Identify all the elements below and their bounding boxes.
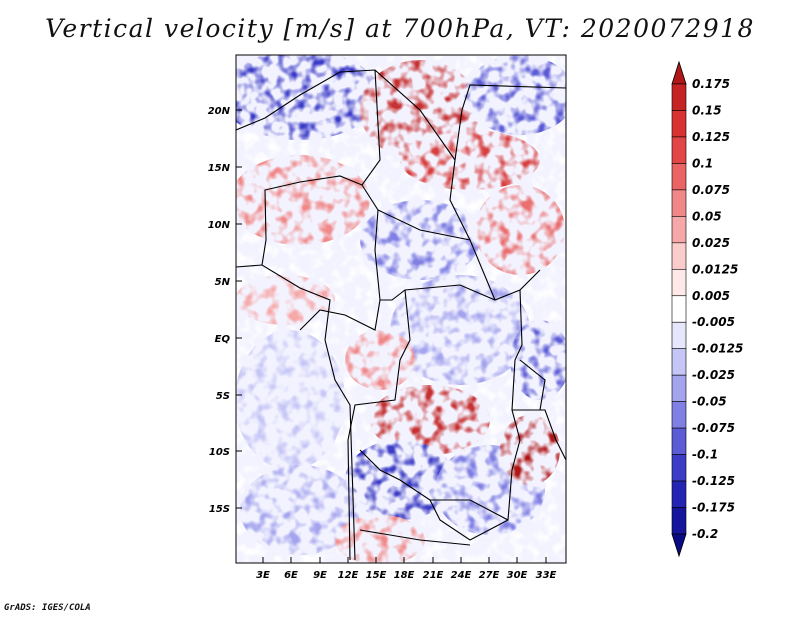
colorbar-segment bbox=[671, 427, 687, 455]
colorbar-lower-extend bbox=[671, 533, 687, 558]
lat-label: 5S bbox=[216, 391, 230, 402]
colorbar-label: -0.005 bbox=[692, 315, 735, 329]
colorbar-segment bbox=[671, 454, 687, 482]
colorbar-segment bbox=[671, 189, 687, 217]
lat-label: EQ bbox=[215, 334, 231, 345]
country-borders bbox=[236, 69, 566, 561]
colorbar-label: -0.05 bbox=[692, 395, 727, 409]
lon-label: 30E bbox=[507, 570, 528, 581]
colorbar-label: -0.075 bbox=[692, 421, 735, 435]
colorbar-label: 0.005 bbox=[692, 289, 730, 303]
colorbar-label: 0.075 bbox=[692, 183, 730, 197]
colorbar-segment bbox=[671, 321, 687, 350]
colorbar-label: 0.0125 bbox=[692, 262, 738, 276]
colorbar-label: 0.05 bbox=[692, 209, 722, 223]
colorbar-segment bbox=[671, 83, 687, 111]
colorbar-segment bbox=[671, 242, 687, 270]
colorbar-segment bbox=[671, 268, 687, 297]
colorbar-segment bbox=[671, 507, 687, 535]
colorbar-segment bbox=[671, 374, 687, 402]
lon-label: 9E bbox=[313, 570, 327, 581]
lon-label: 6E bbox=[284, 570, 298, 581]
grads-credit: GrADS: IGES/COLA bbox=[4, 603, 91, 613]
colorbar-segment bbox=[671, 348, 687, 376]
colorbar-label: -0.175 bbox=[692, 501, 735, 515]
colorbar-label: -0.025 bbox=[692, 368, 735, 382]
colorbar: 0.175 0.15 0.125 0.1 0.075 0.05 0.025 0.0125 0.0… bbox=[671, 60, 743, 558]
colorbar-segment bbox=[671, 401, 687, 429]
lon-label: 21E bbox=[423, 570, 444, 581]
colorbar-segment bbox=[671, 216, 687, 244]
lon-label: 24E bbox=[451, 570, 472, 581]
colorbar-segment bbox=[671, 163, 687, 191]
map-frame bbox=[235, 54, 567, 564]
lat-label: 10S bbox=[209, 447, 230, 458]
colorbar-label: 0.025 bbox=[692, 236, 730, 250]
colorbar-label: 0.1 bbox=[692, 156, 713, 170]
lat-label: 15S bbox=[209, 504, 230, 515]
colorbar-segment bbox=[671, 110, 687, 138]
lon-label: 33E bbox=[536, 570, 557, 581]
chart-title: Vertical velocity [m/s] at 700hPa, VT: 2… bbox=[45, 14, 755, 43]
colorbar-label: 0.175 bbox=[692, 77, 730, 91]
lon-label: 3E bbox=[256, 570, 270, 581]
lat-label: 5N bbox=[215, 277, 231, 288]
lon-label: 12E bbox=[338, 570, 359, 581]
colorbar-segment bbox=[671, 295, 687, 323]
lon-label: 27E bbox=[479, 570, 500, 581]
velocity-field bbox=[236, 55, 566, 563]
lat-label: 10N bbox=[208, 220, 231, 231]
latitude-axis: 20N 15N 10N 5N EQ 5S 10S 15S bbox=[208, 106, 242, 515]
colorbar-label: -0.125 bbox=[692, 474, 735, 488]
colorbar-segment bbox=[671, 136, 687, 164]
colorbar-upper-extend bbox=[671, 60, 687, 85]
longitude-axis: 3E 6E 9E 12E 15E 18E 21E 24E 27E 30E 33E bbox=[256, 557, 557, 581]
lat-label: 15N bbox=[208, 163, 231, 174]
lat-label: 20N bbox=[208, 106, 231, 117]
colorbar-label: 0.15 bbox=[692, 103, 722, 117]
lon-label: 18E bbox=[394, 570, 415, 581]
colorbar-label: -0.1 bbox=[692, 448, 718, 462]
colorbar-label: 0.125 bbox=[692, 130, 730, 144]
colorbar-segment bbox=[671, 480, 687, 508]
colorbar-label: -0.2 bbox=[692, 527, 718, 541]
colorbar-label: -0.0125 bbox=[692, 342, 743, 356]
lon-label: 15E bbox=[366, 570, 387, 581]
